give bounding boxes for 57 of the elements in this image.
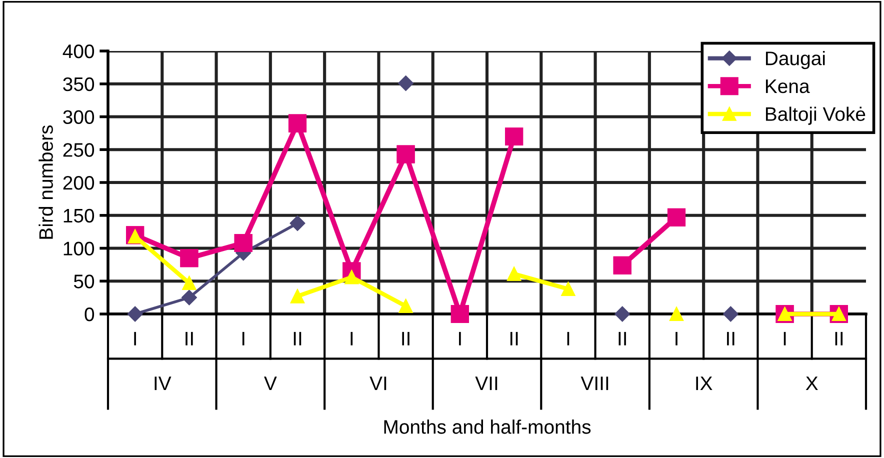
y-tick-label: 350 [63, 77, 94, 92]
point [450, 304, 469, 324]
y-tick-label: 0 [84, 307, 94, 322]
point [396, 145, 415, 164]
x-tick-label: II [294, 332, 302, 346]
point [290, 289, 304, 304]
y-tick-label: 200 [63, 176, 94, 190]
point [398, 76, 414, 91]
text: X [806, 376, 818, 390]
x-axis-title: Months and half-months [384, 420, 591, 434]
x-tick-label: II [186, 332, 193, 346]
y-axis-title: Bird numbers [38, 125, 53, 239]
x-tick-label: I [567, 332, 570, 346]
legend-label: Kena [766, 80, 810, 94]
y-tick-label: 400 [62, 44, 94, 58]
x-tick-label: II [727, 332, 734, 346]
text: IX [696, 376, 712, 390]
text: VIII [580, 376, 608, 390]
point [613, 256, 632, 274]
text: VII [475, 376, 498, 390]
point [505, 127, 524, 146]
text: VI [370, 376, 386, 390]
y-tick-label: 300 [63, 110, 94, 124]
point [667, 208, 686, 226]
x-tick-label: I [784, 332, 786, 346]
point [182, 290, 197, 306]
point [128, 306, 143, 322]
point [830, 304, 848, 324]
text: V [264, 376, 277, 390]
y-tick-label: 250 [63, 143, 94, 157]
x-tick-label: I [350, 332, 353, 346]
x-tick-label: I [459, 332, 461, 346]
point [614, 306, 630, 322]
y-tick-label: 100 [64, 242, 94, 256]
text: IV [154, 376, 172, 390]
x-tick-label: I [134, 332, 136, 346]
point [182, 276, 196, 290]
point [507, 266, 522, 281]
point [234, 234, 252, 252]
y-tick-label: 50 [74, 274, 94, 288]
x-tick-label: II [618, 332, 626, 346]
y-tick-label: 150 [64, 208, 94, 223]
point [290, 216, 306, 231]
x-tick-label: II [402, 332, 410, 346]
point [180, 249, 198, 268]
legend-label: Daugai [766, 51, 825, 70]
point [776, 304, 794, 324]
point [398, 299, 413, 314]
x-tick-label: I [242, 332, 244, 346]
point [670, 307, 684, 321]
x-tick-label: II [510, 332, 518, 346]
x-tick-label: I [676, 332, 678, 346]
x-tick-label: II [835, 332, 843, 346]
point [288, 114, 307, 132]
point [723, 306, 738, 322]
point [561, 282, 576, 296]
legend-label: Baltoji Vokė [766, 106, 866, 125]
